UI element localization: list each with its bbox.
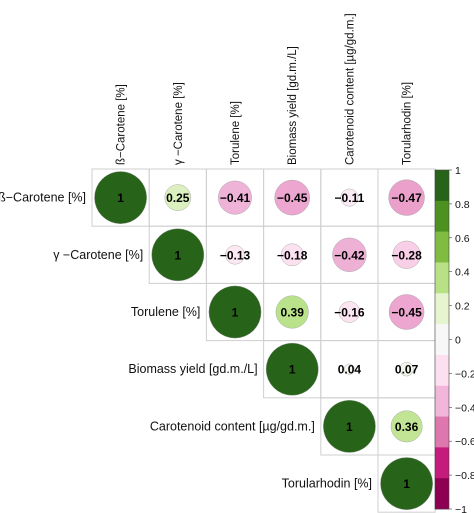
correlation-value-label: −0.47	[391, 191, 422, 205]
correlation-circle	[274, 179, 310, 216]
correlation-value-label: 0.07	[395, 363, 419, 377]
column-label: γ −Carotene [%]	[173, 82, 185, 165]
row-label: ß−Carotene [%]	[0, 191, 86, 205]
correlation-value-label: −0.11	[335, 191, 365, 205]
correlation-value-label: −0.16	[334, 306, 365, 320]
colorbar-segment	[435, 262, 449, 294]
colorbar-tick-label: −0.2	[455, 368, 474, 380]
row-labels: ß−Carotene [%] γ −Carotene [%] Torulene [%…	[0, 191, 372, 491]
correlation-circle	[399, 362, 414, 377]
row-label: Torulene [%]	[131, 305, 200, 319]
correlation-circle	[323, 400, 376, 453]
row-label: Torularhodin [%]	[282, 477, 372, 491]
correlation-circle	[343, 363, 355, 375]
colorbar-tick-label: 1	[455, 165, 461, 177]
correlation-value-label: 0.25	[166, 191, 190, 205]
correlation-circle	[280, 243, 304, 267]
colorbar-segment	[435, 170, 449, 202]
correlation-circle	[338, 301, 361, 323]
correlation-circle	[94, 171, 147, 224]
colorbar-segment	[435, 447, 449, 479]
correlation-value-label: 0.39	[281, 306, 305, 320]
colorbar-segment	[435, 231, 449, 263]
correlation-value-label: −0.28	[391, 248, 422, 262]
column-label: ß−Carotene [%]	[116, 84, 128, 165]
correlation-circle	[388, 294, 425, 330]
colorbar-segment	[435, 478, 449, 510]
correlation-circle	[392, 240, 421, 269]
colorbar-segment	[435, 324, 449, 356]
row-label: Carotenoid content [µg/gd.m.]	[150, 419, 315, 433]
column-labels: ß−Carotene [%] γ −Carotene [%] Torulene [%…	[116, 13, 414, 165]
correlation-circle	[265, 342, 319, 396]
correlation-value-label: 1	[117, 191, 124, 205]
colorbar-tick-label: −0.6	[455, 436, 474, 448]
colorbar-tick-label: 0.6	[455, 233, 470, 245]
row-label: Biomass yield [gd.m./L]	[128, 362, 257, 376]
colorbar-segment	[435, 293, 449, 325]
correlation-circle	[225, 245, 245, 265]
correlation-value-label: 1	[174, 248, 181, 262]
correlation-value-label: −0.18	[277, 248, 308, 262]
colorbar-tick-label: 0.8	[455, 199, 470, 211]
colorbar-tick-label: 0.4	[455, 267, 470, 279]
column-label: Carotenoid content [µg/gd.m.]	[344, 13, 356, 165]
column-label: Torularhodin [%]	[402, 82, 414, 165]
correlation-circle	[164, 184, 192, 211]
chart-grid	[91, 168, 436, 513]
colorbar-tick-label: 0	[455, 335, 461, 347]
correlation-value-label: 1	[403, 477, 410, 491]
colorbar-segment	[435, 354, 449, 387]
correlation-circle	[275, 295, 309, 329]
correlation-value-label: 1	[289, 363, 296, 377]
correlation-circle	[390, 410, 423, 443]
chart-marks: 1 0.25 −0.41 −0.45 −0.11 −0.47 1 −0.13 −0.18 −0.4…	[94, 171, 433, 510]
colorbar: 1 0.8 0.6 0.4 0.2 0 −0.2 −0.4 −0.6 −0.8 −1	[434, 165, 474, 513]
correlation-circle	[340, 188, 359, 207]
correlation-value-label: 1	[346, 420, 353, 434]
correlation-circle	[388, 179, 425, 216]
colorbar-tick-label: −0.8	[455, 470, 474, 482]
correlation-circle	[218, 180, 252, 215]
correlation-circle	[208, 285, 262, 339]
column-label: Biomass yield [gd.m./L]	[287, 46, 299, 165]
row-label: γ −Carotene [%]	[53, 248, 143, 262]
colorbar-tick-label: 0.2	[455, 301, 470, 313]
correlation-circle	[380, 457, 433, 510]
correlation-value-label: −0.45	[277, 191, 308, 205]
correlation-circle	[332, 237, 367, 272]
correlation-value-label: 1	[232, 306, 239, 320]
correlation-value-label: −0.42	[334, 248, 365, 262]
colorbar-tick-label: −0.4	[455, 402, 474, 414]
correlation-circle	[151, 228, 205, 282]
correlation-value-label: 0.04	[338, 363, 362, 377]
column-label: Torulene [%]	[230, 101, 242, 165]
colorbar-segment	[435, 416, 449, 448]
colorbar-tick-label: −1	[455, 504, 467, 513]
correlation-value-label: 0.36	[395, 420, 419, 434]
correlation-value-label: −0.41	[220, 191, 251, 205]
correlation-value-label: −0.45	[391, 306, 422, 320]
correlation-value-label: −0.13	[220, 248, 251, 262]
colorbar-segment	[435, 200, 449, 232]
colorbar-segment	[435, 385, 449, 417]
